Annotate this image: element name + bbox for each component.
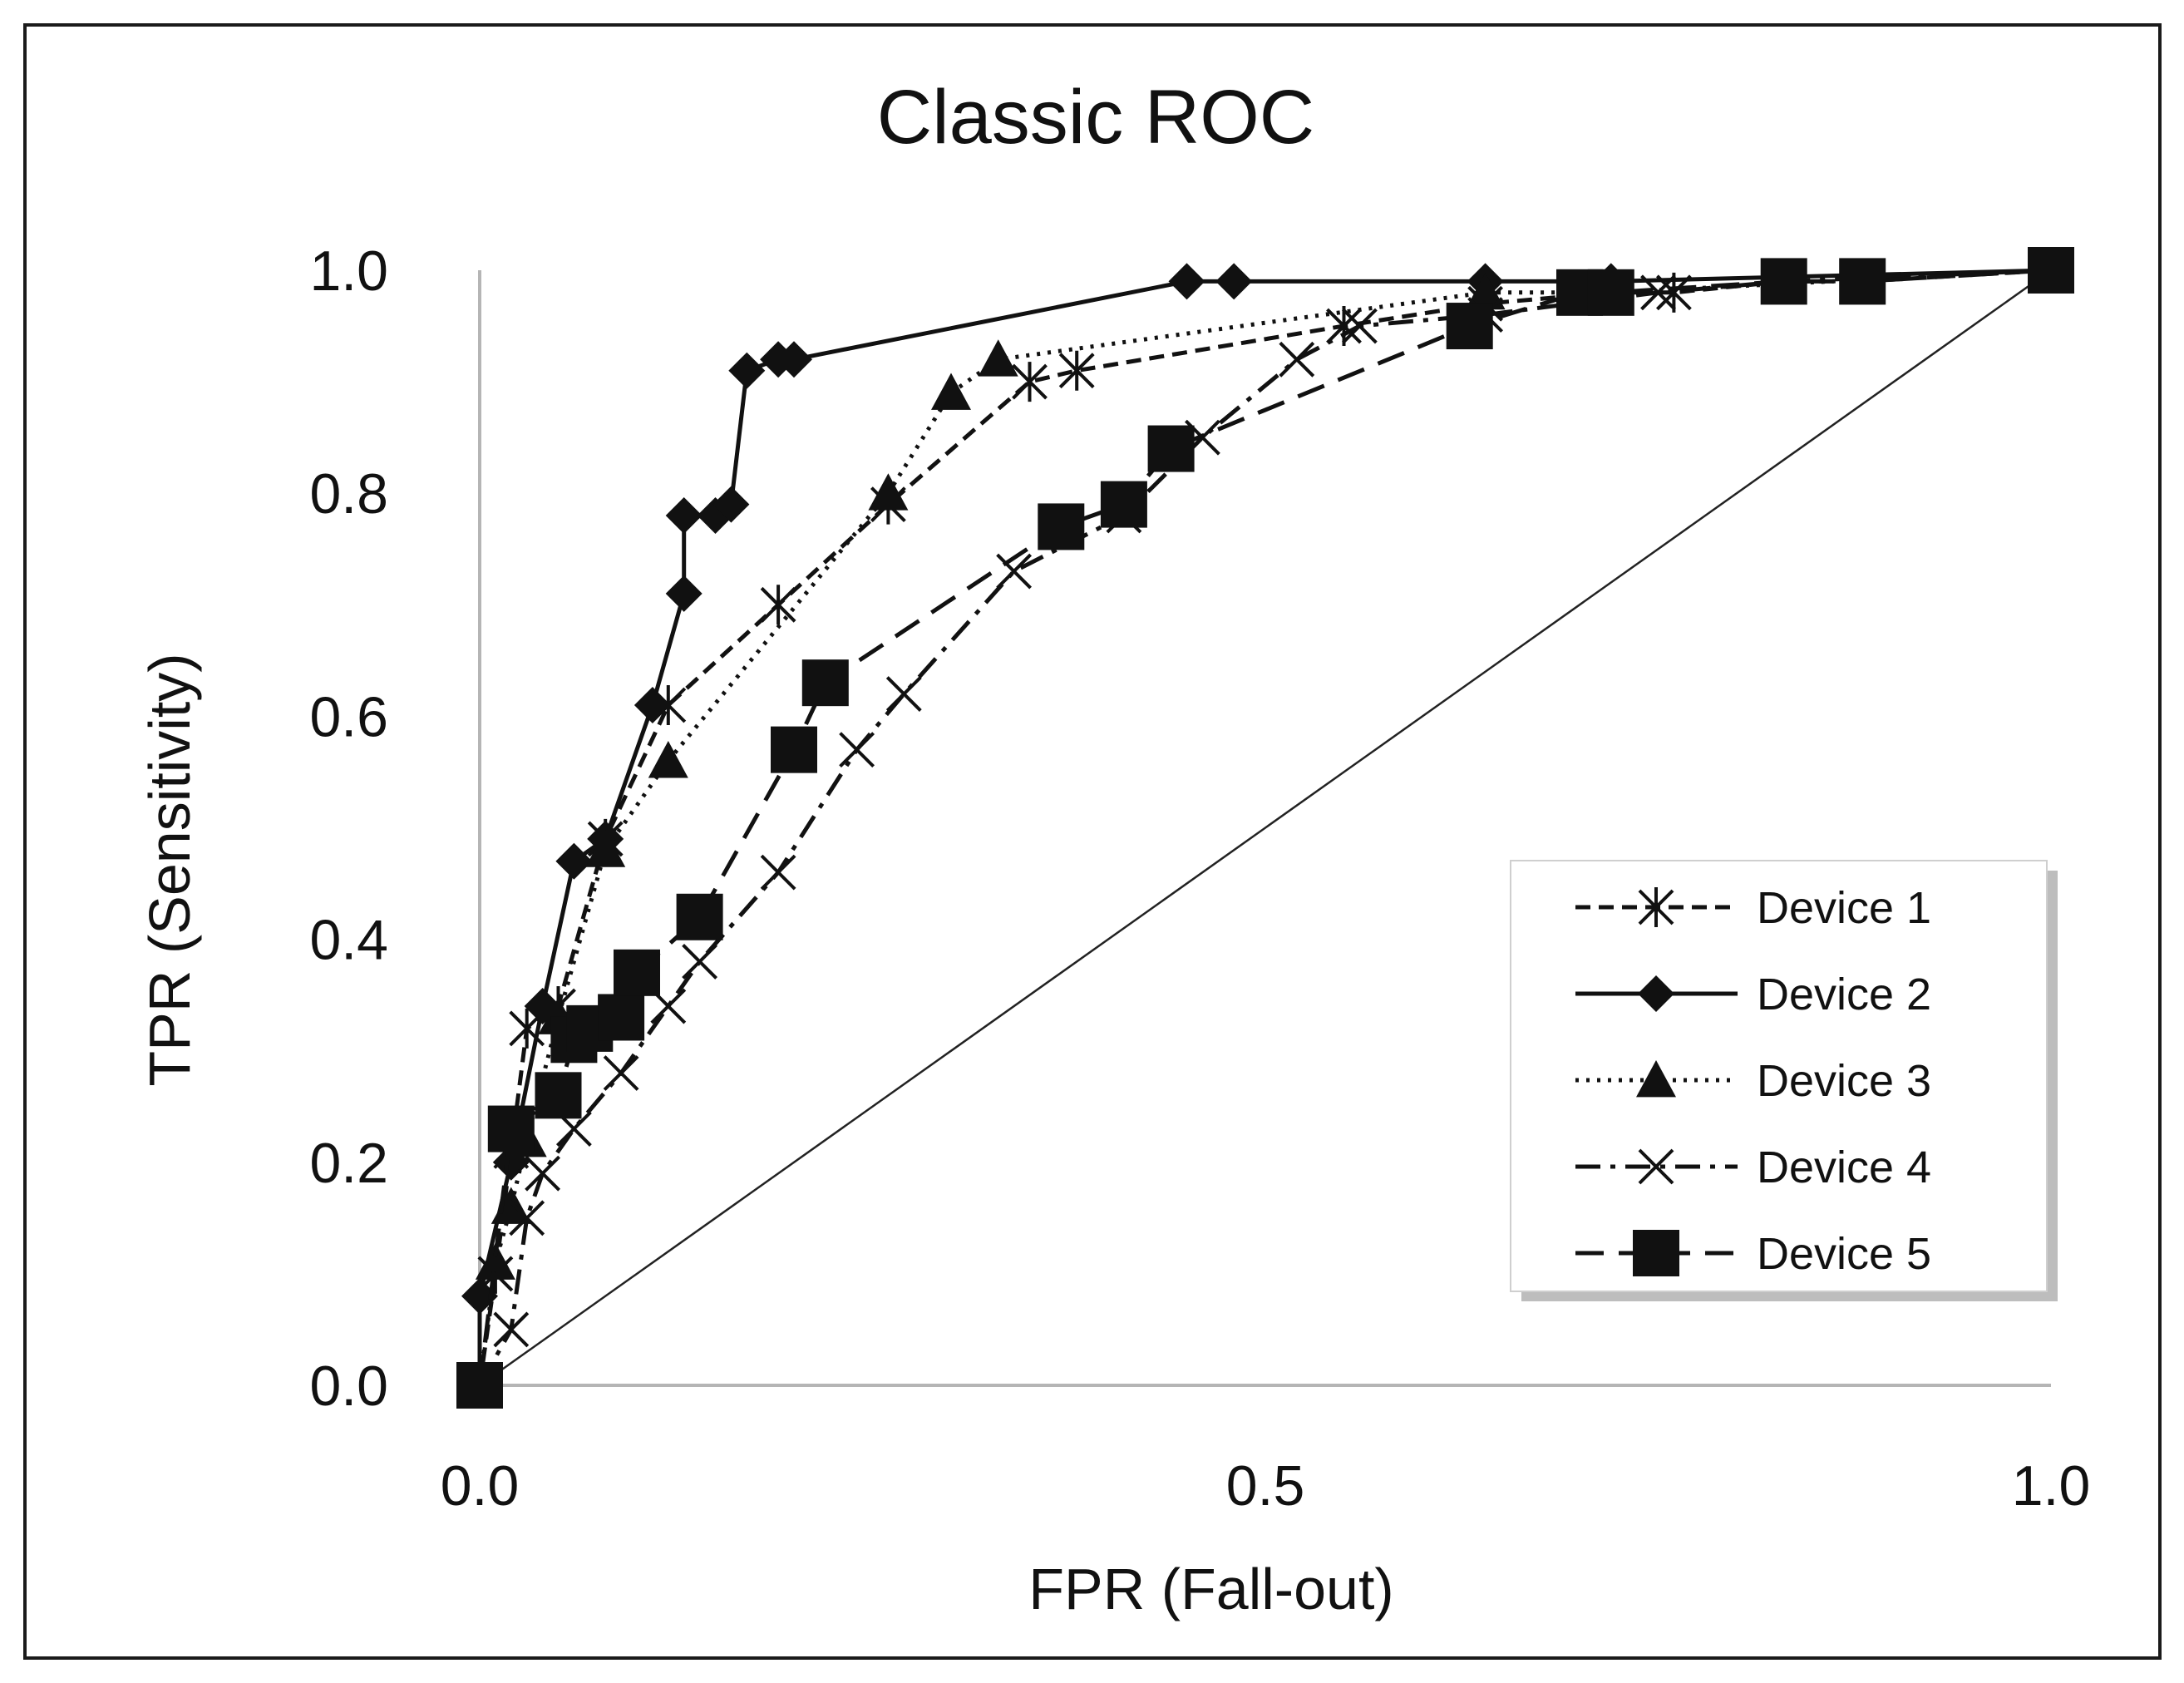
- x-marker: [1279, 341, 1315, 378]
- x-marker: [682, 944, 718, 980]
- x-axis-label: FPR (Fall-out): [1028, 1557, 1393, 1621]
- diamond-marker: [665, 575, 703, 612]
- triangle-marker: [1636, 1060, 1676, 1098]
- asterisk-marker: [1326, 306, 1362, 347]
- x-tick-label: 0.5: [1226, 1454, 1305, 1518]
- asterisk-marker: [1012, 362, 1048, 402]
- square-marker: [771, 726, 817, 773]
- asterisk-marker: [1638, 887, 1674, 927]
- chart-title: Classic ROC: [877, 75, 1314, 160]
- square-marker: [1760, 258, 1807, 305]
- y-tick-labels: 0.0 0.2 0.4 0.6 0.8 1.0: [309, 239, 388, 1418]
- diamond-marker: [665, 497, 703, 535]
- axes: [478, 270, 2051, 1387]
- square-marker: [1839, 258, 1886, 305]
- square-marker: [801, 659, 849, 707]
- square-marker: [1587, 269, 1634, 316]
- diamond-marker: [1168, 263, 1205, 300]
- x-tick-labels: 0.0 0.5 1.0: [441, 1454, 2091, 1518]
- x-tick-label: 0.0: [441, 1454, 520, 1518]
- diamond-marker: [555, 842, 593, 880]
- y-tick-label: 0.8: [309, 462, 388, 526]
- triangle-marker: [931, 373, 971, 410]
- x-marker: [1638, 1148, 1674, 1185]
- square-marker: [1100, 481, 1147, 528]
- x-tick-label: 1.0: [2012, 1454, 2091, 1518]
- legend-label: Device 2: [1757, 970, 1931, 1019]
- legend-entry-device-3: Device 3: [1575, 1056, 1931, 1106]
- triangle-marker: [868, 473, 909, 511]
- diamond-marker: [634, 686, 671, 723]
- square-marker: [676, 893, 723, 940]
- square-marker: [487, 1105, 535, 1152]
- legend-items: Device 1 Device 2 Device 3 Device 4 Device 5: [1575, 883, 1931, 1279]
- series-layer: [456, 247, 2074, 1409]
- asterisk-marker: [1058, 350, 1095, 391]
- diamond-marker: [461, 1277, 498, 1315]
- square-marker: [614, 949, 660, 996]
- y-tick-label: 1.0: [309, 239, 388, 303]
- triangle-marker: [585, 830, 626, 867]
- diamond-marker: [776, 341, 812, 378]
- y-tick-label: 0.6: [309, 685, 388, 748]
- legend-box: [1510, 860, 2048, 1292]
- x-marker: [509, 1200, 545, 1236]
- triangle-marker: [1465, 272, 1506, 310]
- legend-label: Device 4: [1757, 1143, 1931, 1192]
- y-tick-label: 0.4: [309, 909, 388, 972]
- legend-entry-device-2: Device 2: [1575, 970, 1931, 1019]
- square-marker: [598, 994, 645, 1041]
- x-marker: [996, 553, 1033, 590]
- square-marker: [535, 1072, 582, 1119]
- diamond-marker: [1215, 263, 1253, 300]
- square-marker: [1633, 1230, 1679, 1276]
- square-marker: [1446, 303, 1493, 350]
- x-marker: [603, 1055, 639, 1091]
- legend-label: Device 5: [1757, 1229, 1931, 1279]
- x-marker: [493, 1311, 530, 1348]
- legend-label: Device 1: [1757, 883, 1931, 933]
- legend-entry-device-4: Device 4: [1575, 1143, 1931, 1192]
- device-5-series: [456, 247, 2074, 1409]
- chance-diagonal-line: [479, 269, 2052, 1387]
- triangle-marker: [475, 1242, 515, 1280]
- x-marker: [1640, 274, 1676, 311]
- y-axis-label: TPR (Sensitivity): [137, 653, 202, 1086]
- legend: Device 1 Device 2 Device 3 Device 4 Device 5: [1510, 860, 2058, 1301]
- legend-label: Device 3: [1757, 1056, 1931, 1106]
- x-marker: [760, 854, 796, 891]
- legend-entry-device-1: Device 1: [1575, 883, 1931, 933]
- y-tick-label: 0.0: [309, 1355, 388, 1418]
- square-marker: [1147, 425, 1195, 472]
- square-marker: [456, 1362, 503, 1409]
- x-marker: [839, 732, 875, 768]
- square-marker: [2028, 247, 2074, 294]
- x-marker: [1341, 308, 1378, 344]
- diamond-marker: [728, 352, 766, 389]
- x-marker: [885, 676, 922, 712]
- legend-entry-device-5: Device 5: [1575, 1229, 1931, 1279]
- square-marker: [1038, 503, 1085, 550]
- y-tick-label: 0.2: [309, 1132, 388, 1195]
- diamond-marker: [1638, 975, 1674, 1012]
- diamond-marker: [712, 486, 750, 523]
- triangle-marker: [978, 339, 1018, 377]
- asterisk-marker: [760, 585, 796, 625]
- x-marker: [525, 1155, 561, 1192]
- triangle-marker: [648, 741, 688, 778]
